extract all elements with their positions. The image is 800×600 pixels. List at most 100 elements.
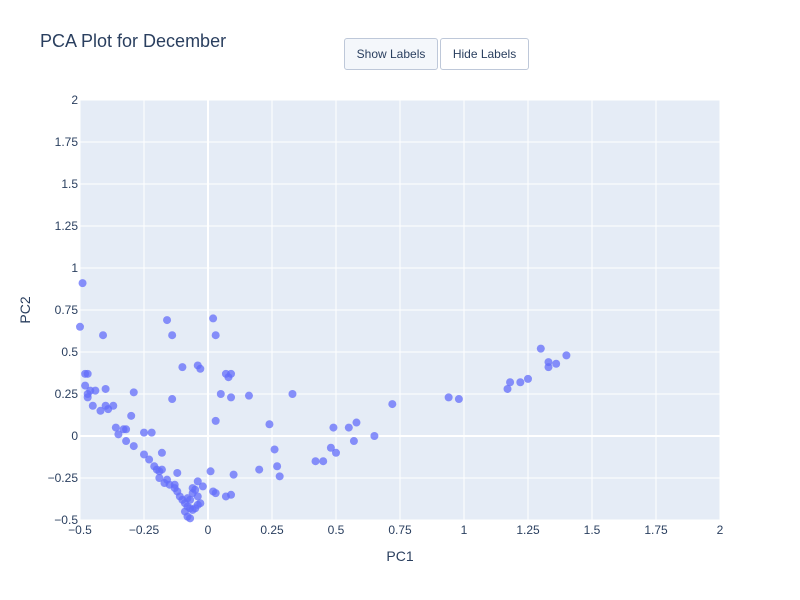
data-point[interactable]	[173, 468, 182, 477]
data-point[interactable]	[168, 395, 177, 404]
x-tick-label: 0.75	[388, 523, 412, 537]
y-tick-label: 1	[71, 261, 78, 275]
x-tick-label: 0.25	[260, 523, 284, 537]
data-point[interactable]	[255, 465, 264, 474]
data-point[interactable]	[211, 489, 220, 498]
data-point[interactable]	[109, 401, 118, 410]
data-point[interactable]	[163, 316, 172, 325]
data-point[interactable]	[227, 490, 236, 499]
data-point[interactable]	[129, 442, 138, 451]
x-tick-label: 0.5	[328, 523, 345, 537]
data-point[interactable]	[562, 351, 571, 360]
data-point[interactable]	[129, 388, 138, 397]
data-point[interactable]	[191, 485, 200, 494]
data-point[interactable]	[114, 430, 123, 439]
data-point[interactable]	[275, 472, 284, 481]
chart-title: PCA Plot for December	[40, 31, 227, 51]
x-tick-label: −0.5	[68, 523, 92, 537]
data-point[interactable]	[352, 418, 361, 427]
data-point[interactable]	[311, 457, 320, 466]
data-point[interactable]	[91, 386, 100, 395]
data-point[interactable]	[211, 416, 220, 425]
x-tick-label: 1.25	[516, 523, 540, 537]
data-point[interactable]	[444, 393, 453, 402]
data-point[interactable]	[288, 390, 297, 398]
data-point[interactable]	[178, 363, 187, 372]
data-point[interactable]	[229, 470, 238, 479]
data-point[interactable]	[196, 499, 205, 508]
data-point[interactable]	[83, 393, 92, 402]
data-point[interactable]	[206, 467, 215, 476]
data-point[interactable]	[168, 331, 177, 340]
data-point[interactable]	[196, 364, 205, 373]
y-tick-label: −0.25	[48, 471, 79, 485]
data-point[interactable]	[544, 358, 553, 367]
data-point[interactable]	[111, 423, 120, 432]
y-tick-label: 0.5	[61, 345, 78, 359]
data-point[interactable]	[244, 391, 253, 400]
data-point[interactable]	[270, 445, 279, 454]
data-point[interactable]	[101, 384, 110, 393]
data-point[interactable]	[332, 448, 340, 457]
show-labels-button[interactable]: Show Labels	[344, 38, 438, 70]
data-point[interactable]	[349, 437, 358, 446]
data-point[interactable]	[193, 477, 202, 486]
hide-labels-button[interactable]: Hide Labels	[440, 38, 529, 70]
x-tick-label: 1.5	[584, 523, 601, 537]
data-point[interactable]	[198, 482, 207, 491]
data-point[interactable]	[193, 492, 202, 501]
x-axis-ticks: −0.5 −0.25 0 0.25 0.5 0.75 1 1.25 1.5 1.75 2	[68, 523, 724, 537]
data-point[interactable]	[127, 411, 136, 420]
data-point[interactable]	[140, 450, 148, 459]
y-tick-label: 0.25	[55, 387, 79, 401]
y-tick-label: 0.75	[55, 303, 79, 317]
data-point[interactable]	[552, 359, 561, 368]
data-point[interactable]	[122, 437, 131, 446]
data-point[interactable]	[99, 331, 108, 340]
data-point[interactable]	[147, 428, 156, 437]
data-point[interactable]	[326, 443, 335, 452]
x-axis-label: PC1	[386, 548, 413, 564]
data-point[interactable]	[83, 369, 92, 378]
data-point[interactable]	[370, 432, 379, 440]
data-point[interactable]	[76, 322, 84, 331]
data-point[interactable]	[81, 381, 90, 390]
data-point[interactable]	[503, 384, 512, 393]
data-point[interactable]	[145, 455, 154, 464]
data-point[interactable]	[227, 393, 236, 402]
data-point[interactable]	[524, 374, 532, 383]
data-point[interactable]	[157, 465, 166, 474]
data-point[interactable]	[157, 448, 166, 457]
data-point[interactable]	[388, 400, 397, 409]
data-point[interactable]	[209, 314, 218, 323]
y-tick-label: 1.25	[55, 219, 79, 233]
data-point[interactable]	[227, 369, 236, 378]
data-point[interactable]	[265, 420, 274, 429]
data-point[interactable]	[78, 279, 87, 288]
y-tick-label: −0.5	[54, 513, 78, 527]
y-axis-ticks: −0.5 −0.25 0 0.25 0.5 0.75 1 1.25 1.5 1.75 2	[48, 93, 79, 527]
x-tick-label: 1	[461, 523, 468, 537]
x-tick-label: −0.25	[129, 523, 160, 537]
data-point[interactable]	[516, 378, 525, 387]
data-point[interactable]	[140, 428, 148, 437]
data-point[interactable]	[536, 344, 545, 353]
data-point[interactable]	[319, 457, 328, 466]
data-point[interactable]	[96, 406, 105, 415]
data-point[interactable]	[216, 390, 225, 398]
data-point[interactable]	[273, 462, 282, 471]
data-point[interactable]	[122, 425, 131, 434]
data-point[interactable]	[88, 401, 97, 410]
data-points	[76, 279, 571, 523]
data-point[interactable]	[506, 378, 515, 387]
data-point[interactable]	[155, 474, 164, 482]
data-point[interactable]	[186, 495, 195, 504]
data-point[interactable]	[211, 331, 220, 340]
y-axis-label: PC2	[17, 296, 33, 323]
data-point[interactable]	[454, 395, 463, 404]
data-point[interactable]	[186, 514, 195, 523]
data-point[interactable]	[344, 423, 353, 432]
y-tick-label: 1.75	[55, 135, 79, 149]
data-point[interactable]	[329, 423, 338, 432]
